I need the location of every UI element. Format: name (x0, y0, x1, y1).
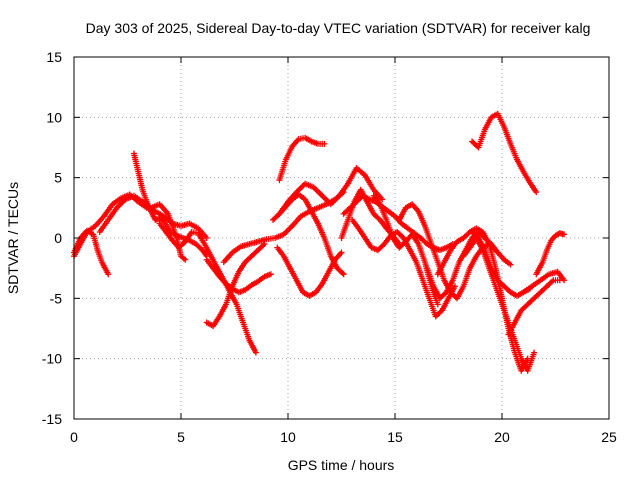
data-point (297, 184, 304, 191)
data-point (531, 349, 538, 356)
series-arc-22 (505, 277, 563, 338)
data-point (285, 227, 291, 234)
series-arc-17 (396, 201, 499, 302)
series-arc-12 (276, 165, 386, 217)
series-arc-2 (71, 227, 112, 278)
series-arc-4 (130, 150, 210, 260)
x-axis-label: GPS time / hours (288, 457, 395, 473)
y-tick-label: -5 (50, 290, 63, 306)
data-point (316, 189, 323, 196)
data-point (451, 283, 458, 290)
series-arc-24 (520, 268, 568, 296)
series-arc-23 (533, 230, 568, 278)
y-tick-label: -15 (42, 411, 62, 427)
data-point (314, 188, 321, 195)
data-point (203, 235, 210, 241)
data-point (561, 277, 568, 284)
data-point (260, 242, 267, 249)
series-arc-3 (96, 192, 189, 263)
data-point (317, 191, 324, 198)
data-point (561, 231, 568, 238)
x-tick-label: 0 (70, 429, 78, 445)
series-arc-8 (220, 189, 347, 266)
y-tick-label: 10 (46, 109, 62, 125)
chart-title: Day 303 of 2025, Sidereal Day-to-day VTE… (86, 20, 591, 36)
series-arc-6 (203, 241, 268, 330)
data-point (321, 140, 328, 147)
x-tick-label: 15 (387, 429, 403, 445)
data-point (105, 271, 112, 278)
data-points (71, 110, 568, 374)
y-tick-label: 5 (54, 170, 62, 186)
data-point (379, 196, 386, 203)
data-point (549, 278, 556, 285)
series-arc-11 (274, 244, 345, 299)
series-arc-9 (276, 134, 328, 184)
data-point (338, 249, 345, 256)
y-axis-label: SDTVAR / TECUs (5, 182, 21, 294)
data-point (320, 194, 327, 201)
x-tick-label: 25 (601, 429, 617, 445)
data-point (507, 261, 514, 268)
data-point (296, 186, 303, 193)
data-point (267, 271, 274, 278)
data-point (286, 225, 293, 232)
x-tick-label: 5 (177, 429, 185, 445)
data-point (322, 195, 329, 202)
data-point (339, 269, 346, 276)
data-point (287, 224, 294, 231)
axis-ticks: 0 5 10 15 20 25 -15 -10 -5 0 5 10 15 (42, 49, 617, 445)
series-arc-7 (203, 256, 274, 296)
y-tick-label: 0 (54, 230, 62, 246)
data-point (533, 189, 540, 196)
x-tick-label: 10 (280, 429, 296, 445)
x-tick-label: 20 (494, 429, 510, 445)
data-point (319, 192, 326, 199)
data-point (434, 301, 441, 308)
series-arc-25 (469, 110, 540, 196)
series-arc-18 (424, 228, 514, 302)
data-point (182, 256, 189, 263)
y-tick-label: 15 (46, 49, 62, 65)
data-point (313, 187, 320, 194)
data-point (252, 349, 259, 356)
y-tick-label: -10 (42, 351, 62, 367)
data-point (340, 271, 347, 278)
data-point (283, 228, 290, 235)
